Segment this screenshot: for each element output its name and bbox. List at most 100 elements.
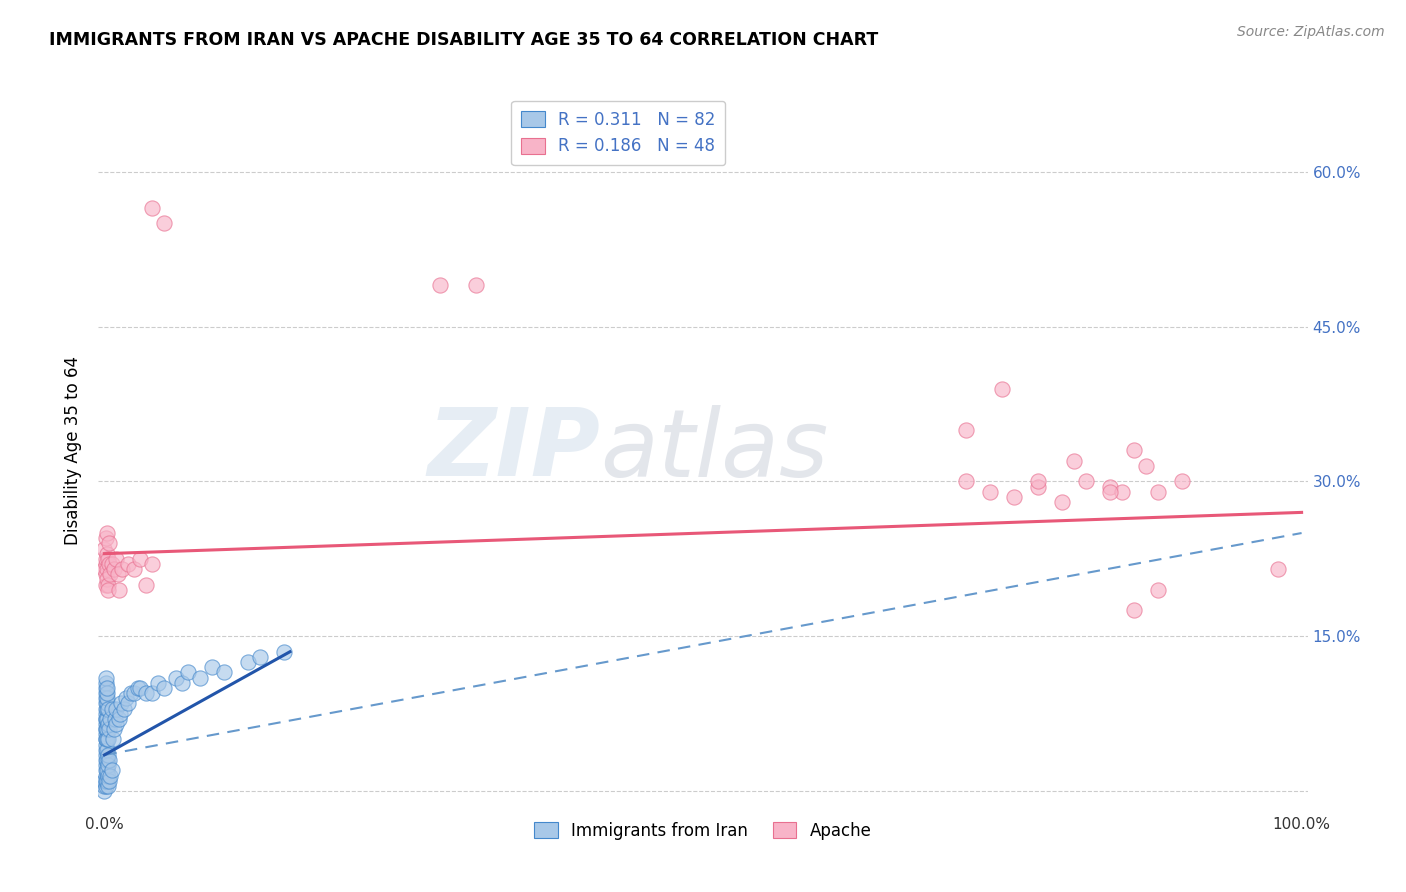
- Point: [165, 671, 187, 685]
- Legend: Immigrants from Iran, Apache: Immigrants from Iran, Apache: [527, 815, 879, 847]
- Point: [112, 701, 135, 715]
- Point: [212, 665, 235, 680]
- Text: Source: ZipAtlas.com: Source: ZipAtlas.com: [1237, 25, 1385, 39]
- Text: ZIP: ZIP: [427, 404, 600, 497]
- Y-axis label: Disability Age 35 to 64: Disability Age 35 to 64: [65, 356, 83, 545]
- Point: [1267, 562, 1289, 576]
- Point: [127, 681, 149, 695]
- Point: [429, 278, 451, 293]
- Point: [94, 753, 117, 767]
- Point: [96, 681, 118, 695]
- Point: [94, 706, 117, 721]
- Point: [94, 779, 117, 793]
- Point: [101, 732, 124, 747]
- Point: [96, 753, 118, 767]
- Point: [94, 681, 117, 695]
- Point: [94, 577, 117, 591]
- Point: [94, 671, 117, 685]
- Point: [1123, 443, 1146, 458]
- Point: [1050, 495, 1073, 509]
- Point: [97, 732, 120, 747]
- Point: [153, 681, 176, 695]
- Point: [96, 701, 118, 715]
- Point: [177, 665, 200, 680]
- Point: [1063, 454, 1085, 468]
- Point: [96, 547, 118, 561]
- Point: [110, 696, 132, 710]
- Point: [1074, 475, 1097, 489]
- Point: [103, 722, 125, 736]
- Point: [104, 712, 127, 726]
- Point: [94, 691, 117, 706]
- Point: [129, 681, 152, 695]
- Point: [96, 696, 118, 710]
- Point: [105, 717, 128, 731]
- Point: [94, 743, 117, 757]
- Point: [94, 773, 117, 788]
- Point: [94, 722, 117, 736]
- Point: [141, 686, 163, 700]
- Point: [94, 712, 117, 726]
- Point: [108, 706, 131, 721]
- Point: [96, 764, 118, 778]
- Point: [117, 557, 139, 571]
- Point: [1099, 484, 1122, 499]
- Point: [94, 732, 117, 747]
- Point: [107, 712, 129, 726]
- Point: [120, 686, 142, 700]
- Point: [955, 423, 977, 437]
- Point: [94, 675, 117, 690]
- Point: [1123, 603, 1146, 617]
- Point: [96, 562, 118, 576]
- Point: [94, 764, 117, 778]
- Point: [94, 769, 117, 783]
- Point: [96, 773, 118, 788]
- Point: [135, 577, 157, 591]
- Point: [94, 567, 117, 582]
- Point: [1147, 484, 1170, 499]
- Point: [1135, 458, 1157, 473]
- Point: [94, 557, 117, 571]
- Point: [100, 557, 122, 571]
- Point: [97, 758, 120, 772]
- Point: [96, 686, 118, 700]
- Point: [1026, 475, 1049, 489]
- Point: [93, 562, 115, 576]
- Point: [1099, 480, 1122, 494]
- Point: [97, 577, 120, 591]
- Point: [98, 536, 121, 550]
- Point: [100, 769, 122, 783]
- Point: [94, 732, 117, 747]
- Point: [100, 764, 122, 778]
- Point: [141, 201, 163, 215]
- Text: atlas: atlas: [600, 405, 828, 496]
- Point: [135, 686, 157, 700]
- Point: [1147, 582, 1170, 597]
- Point: [94, 758, 117, 772]
- Point: [93, 541, 115, 556]
- Point: [105, 701, 128, 715]
- Point: [94, 531, 117, 545]
- Point: [98, 753, 121, 767]
- Point: [100, 712, 122, 726]
- Point: [96, 712, 118, 726]
- Point: [94, 727, 117, 741]
- Point: [201, 660, 224, 674]
- Point: [96, 732, 118, 747]
- Point: [124, 686, 146, 700]
- Point: [236, 655, 259, 669]
- Point: [124, 562, 146, 576]
- Point: [96, 573, 118, 587]
- Point: [991, 382, 1014, 396]
- Point: [96, 691, 118, 706]
- Point: [117, 696, 139, 710]
- Point: [96, 743, 118, 757]
- Point: [97, 779, 120, 793]
- Point: [1026, 480, 1049, 494]
- Point: [97, 701, 120, 715]
- Point: [98, 773, 121, 788]
- Point: [1111, 484, 1133, 499]
- Point: [107, 567, 129, 582]
- Point: [97, 582, 120, 597]
- Point: [98, 557, 121, 571]
